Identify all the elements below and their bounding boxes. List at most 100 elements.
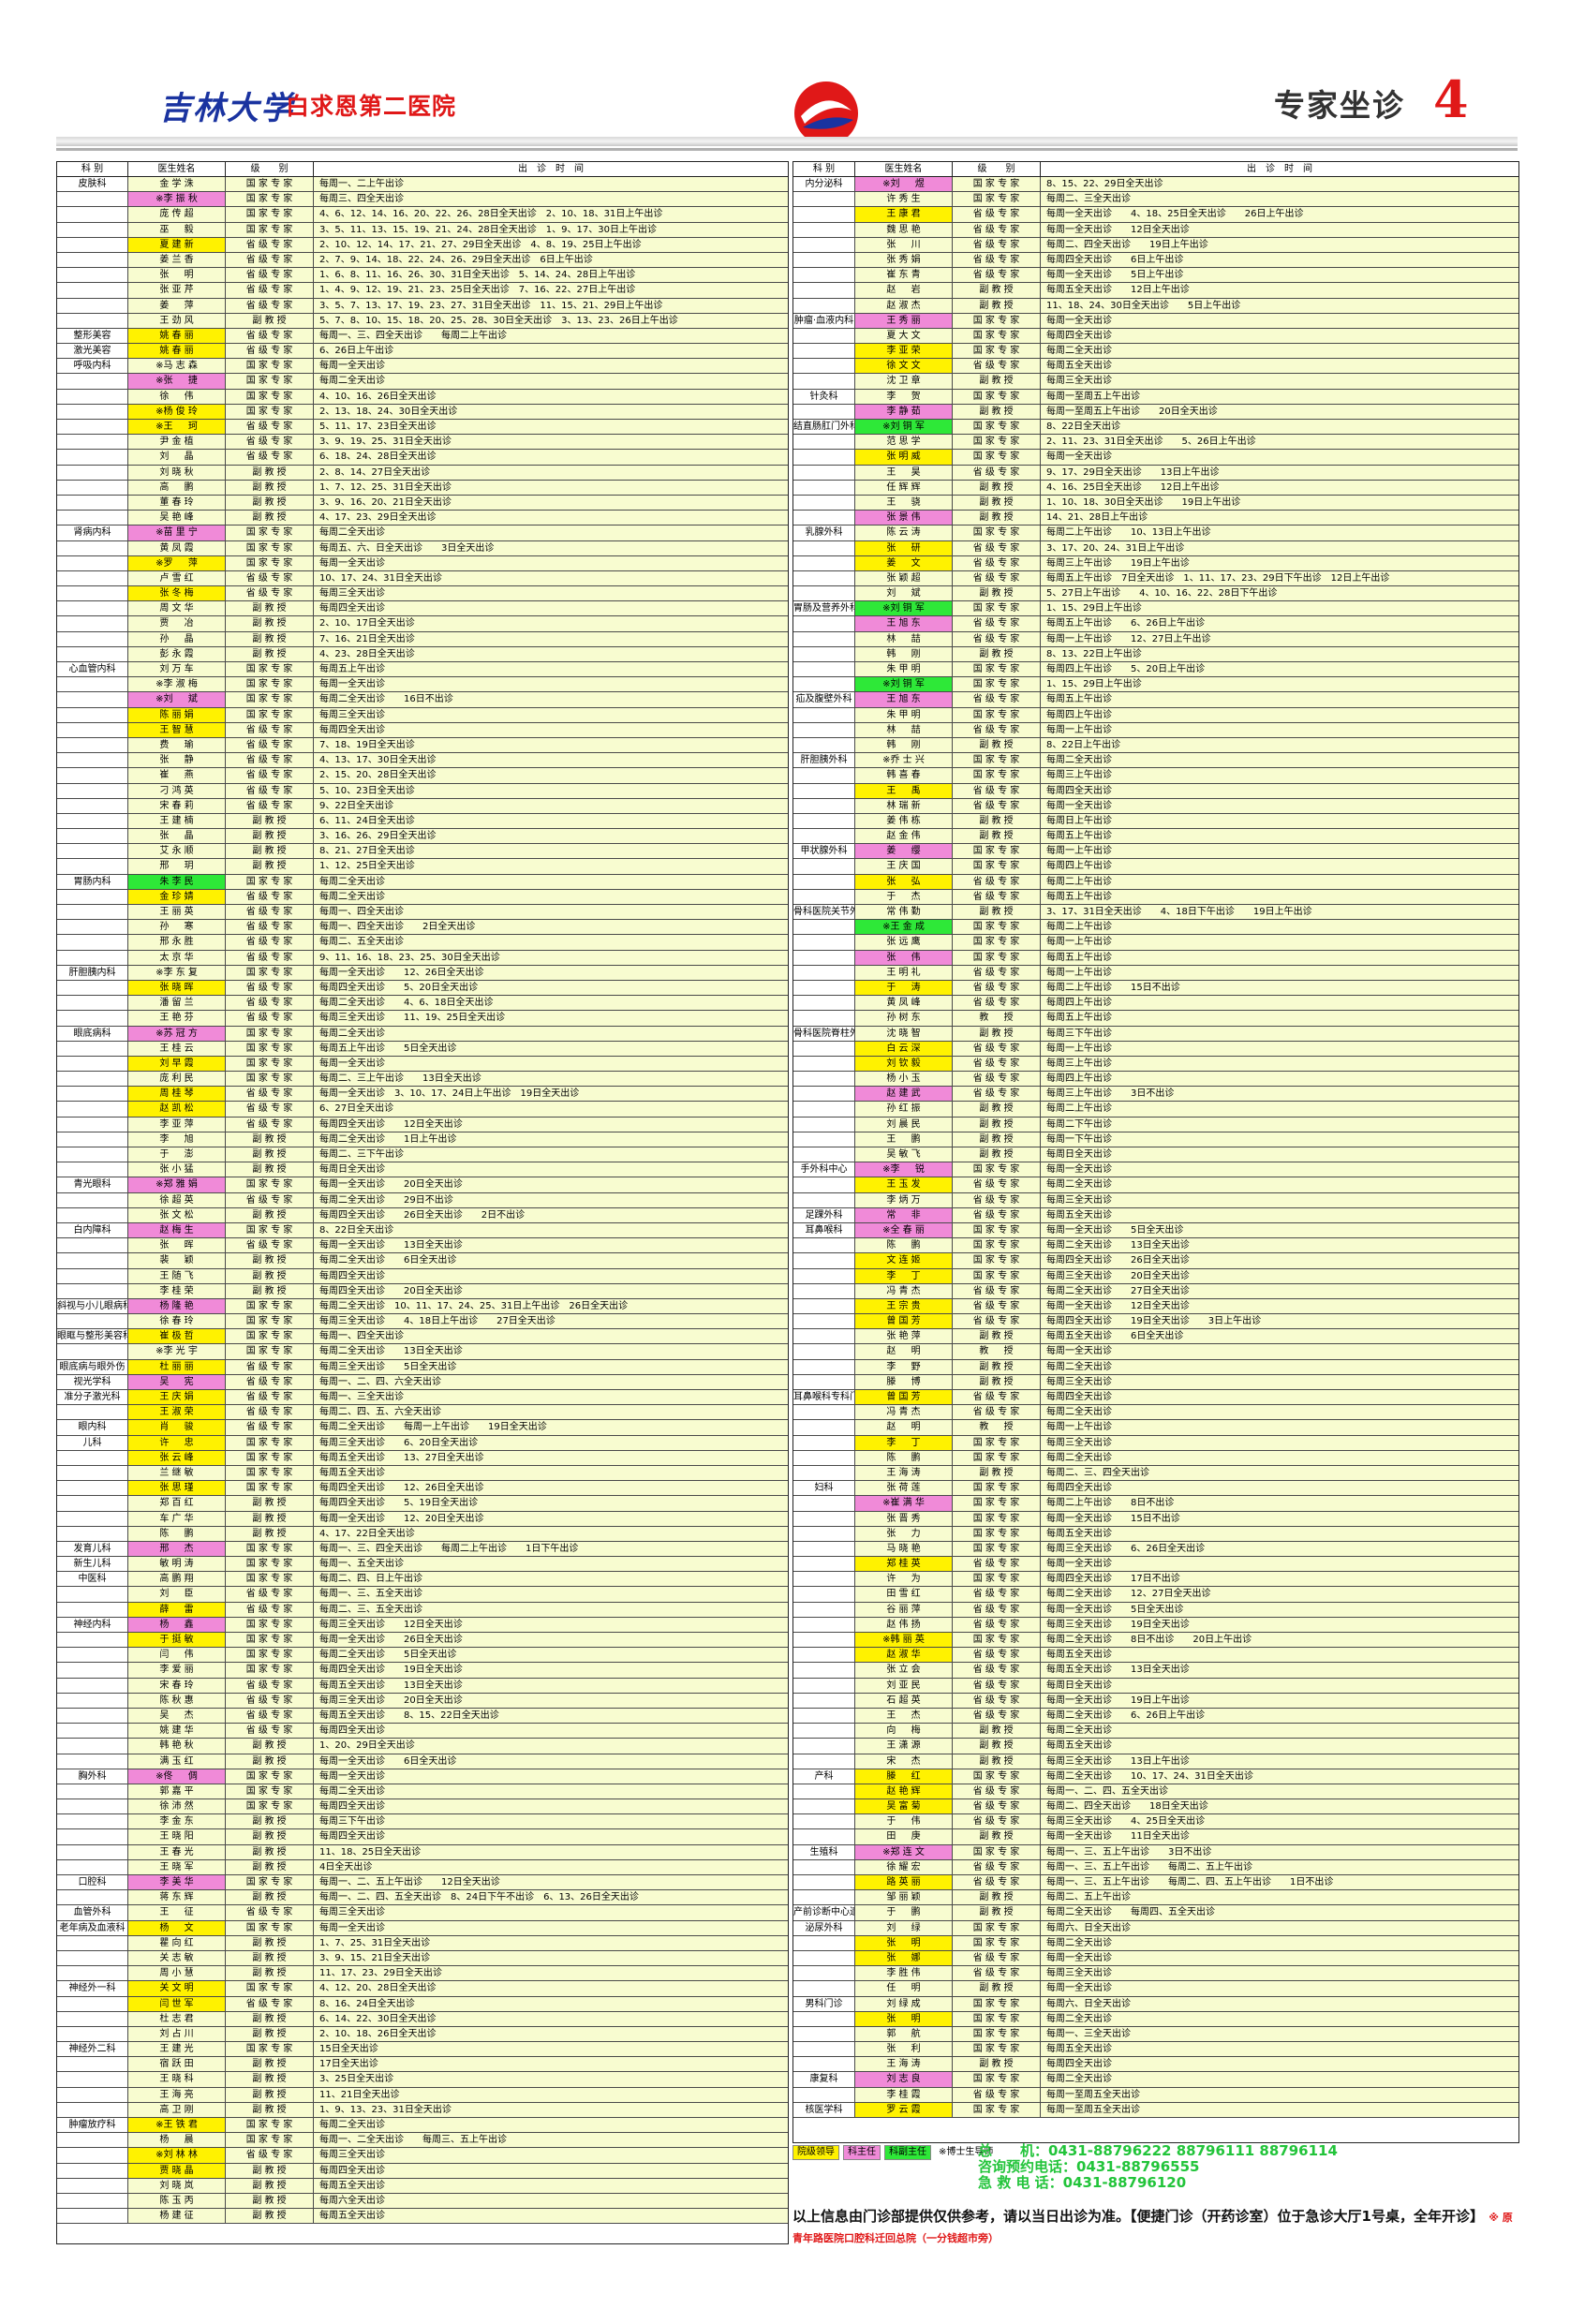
dept-cell xyxy=(57,1708,128,1724)
schedule-time: 每周一上午出诊 xyxy=(1041,722,1518,737)
dept-cell xyxy=(57,1132,128,1147)
schedule-time: 每周二全天出诊 16日不出诊 xyxy=(314,692,788,707)
schedule-time: 每周五上午出诊 xyxy=(1041,829,1518,844)
dept-cell xyxy=(793,1329,855,1344)
doctor-name: 向 梅 xyxy=(855,1724,953,1739)
doctor-name: 杨 隆 艳 xyxy=(128,1298,226,1314)
doctor-level: 国 家 专 家 xyxy=(226,692,314,707)
dept-cell xyxy=(57,1481,128,1496)
table-row: 老年病及血液科杨 文国 家 专 家每周一全天出诊 xyxy=(57,1920,788,1936)
schedule-time: 每周一、四全天出诊 xyxy=(314,1329,788,1344)
table-row: 陈 丽 娟国 家 专 家每周三全天出诊 xyxy=(57,707,788,723)
doctor-level: 省 级 专 家 xyxy=(226,283,314,298)
dept-cell xyxy=(57,1314,128,1329)
table-row: 李 野副 教 授每周二全天出诊 xyxy=(793,1359,1518,1375)
doctor-name: ※刘 煜 xyxy=(855,177,953,192)
schedule-time: 每周一、二、五上午出诊 12日全天出诊 xyxy=(314,1875,788,1890)
table-row: 范 思 学国 家 专 家 2、11、23、31日全天出诊 5、26日上午出诊 xyxy=(793,435,1518,451)
doctor-name: ※张 捷 xyxy=(128,374,226,389)
doctor-level: 副 教 授 xyxy=(226,1511,314,1526)
doctor-level: 国 家 专 家 xyxy=(226,1072,314,1087)
schedule-time: 4日全天出诊 xyxy=(314,1859,788,1874)
table-row: 宋 春 莉省 级 专 家 9、22日全天出诊 xyxy=(57,798,788,814)
doctor-name: 于 澎 xyxy=(128,1147,226,1162)
doctor-name: ※李 锐 xyxy=(855,1162,953,1177)
doctor-name: 王 秀 丽 xyxy=(855,313,953,328)
doctor-name: 王 海 涛 xyxy=(855,1465,953,1481)
doctor-name: 赵 淑 杰 xyxy=(855,298,953,313)
doctor-name: 贾 冶 xyxy=(128,616,226,631)
doctor-name: 王 潇 源 xyxy=(855,1739,953,1754)
schedule-time: 每周二全天出诊 xyxy=(314,874,788,889)
doctor-level: 副 教 授 xyxy=(226,1132,314,1147)
dept-cell xyxy=(793,783,855,798)
schedule-time: 每周二全天出诊 xyxy=(314,889,788,904)
doctor-level: 国 家 专 家 xyxy=(953,2102,1041,2117)
table-row: 康复科刘 志 良国 家 专 家每周二全天出诊 xyxy=(793,2072,1518,2088)
doctor-level: 国 家 专 家 xyxy=(953,1920,1041,1935)
dept-cell xyxy=(57,1526,128,1541)
table-row: 崔 燕省 级 专 家 2、15、20、28日全天出诊 xyxy=(57,768,788,784)
doctor-name: 满 玉 红 xyxy=(128,1754,226,1769)
doctor-level: 国 家 专 家 xyxy=(953,935,1041,950)
dept-cell xyxy=(57,2102,128,2117)
doctor-name: ※李 光 宇 xyxy=(128,1344,226,1359)
table-row: 郑 百 红副 教 授每周四全天出诊 5、19日全天出诊 xyxy=(57,1496,788,1512)
dept-cell xyxy=(793,1678,855,1693)
schedule-time: 每周一全天出诊 xyxy=(1041,450,1518,465)
dept-cell xyxy=(57,844,128,859)
doctor-level: 省 级 专 家 xyxy=(953,1298,1041,1314)
table-row: 张 力国 家 专 家每周五全天出诊 xyxy=(793,1526,1518,1542)
table-row: 陈 鹏副 教 授 4、17、22日全天出诊 xyxy=(57,1526,788,1542)
doctor-name: 孙 红 振 xyxy=(855,1102,953,1117)
table-row: 孙 寒省 级 专 家每周一、四全天出诊 2日全天出诊 xyxy=(57,920,788,936)
doctor-name: 王 海 涛 xyxy=(855,2057,953,2072)
doctor-name: 夏 建 新 xyxy=(128,237,226,252)
table-row: 王 桂 云国 家 专 家每周五上午出诊 5日全天出诊 xyxy=(57,1041,788,1057)
table-row: 李 旭副 教 授每周二全天出诊 1日上午出诊 xyxy=(57,1132,788,1147)
doctor-name: 张 亚 芹 xyxy=(128,283,226,298)
schedule-time: 9、11、16、18、23、25、30日全天出诊 xyxy=(314,950,788,965)
doctor-level: 省 级 专 家 xyxy=(953,540,1041,555)
dept-cell xyxy=(57,207,128,222)
doctor-name: 黄 凤 霞 xyxy=(128,540,226,555)
doctor-level: 省 级 专 家 xyxy=(226,1011,314,1026)
doctor-level: 省 级 专 家 xyxy=(953,222,1041,237)
dept-cell xyxy=(57,1162,128,1177)
dept-cell: 血管外科 xyxy=(57,1905,128,1920)
table-row: ※李 淑 梅国 家 专 家每周一全天出诊 xyxy=(57,677,788,693)
doctor-level: 国 家 专 家 xyxy=(226,525,314,540)
table-row: 夏 建 新省 级 专 家 2、10、12、14、17、21、27、29日全天出诊 … xyxy=(57,237,788,253)
doctor-level: 省 级 专 家 xyxy=(226,722,314,737)
doctor-level: 副 教 授 xyxy=(226,1162,314,1177)
dept-cell xyxy=(57,1754,128,1769)
schedule-time: 8、22日上午出诊 xyxy=(1041,737,1518,753)
schedule-time: 每周二全天出诊 8日不出诊 20日上午出诊 xyxy=(1041,1633,1518,1648)
table-row: 徐 沛 然国 家 专 家每周四全天出诊 xyxy=(57,1799,788,1815)
doctor-level: 国 家 专 家 xyxy=(953,2011,1041,2026)
schedule-time: 1、20、29日全天出诊 xyxy=(314,1739,788,1754)
doctor-level: 国 家 专 家 xyxy=(226,1450,314,1465)
schedule-time: 每周三全天出诊 13日上午出诊 xyxy=(1041,1754,1518,1769)
doctor-level: 省 级 专 家 xyxy=(226,1192,314,1207)
dept-cell xyxy=(793,2026,855,2042)
doctor-level: 省 级 专 家 xyxy=(953,1041,1041,1056)
table-row: 沈 卫 章副 教 授每周三全天出诊 xyxy=(793,374,1518,390)
doctor-name: 刘 亚 民 xyxy=(855,1678,953,1693)
doctor-level: 国 家 专 家 xyxy=(953,1253,1041,1268)
dept-cell xyxy=(57,1996,128,2011)
schedule-time: 每周二全天出诊 每周一上午出诊 19日全天出诊 xyxy=(314,1420,788,1435)
table-row: 神经外一科关 文 明国 家 专 家 4、12、20、28日全天出诊 xyxy=(57,1981,788,1997)
table-row: 于 涛省 级 专 家每周二上午出诊 15日不出诊 xyxy=(793,980,1518,997)
schedule-time: 7、16、21日全天出诊 xyxy=(314,631,788,646)
table-row: 张 思 瑾国 家 专 家每周四全天出诊 12、26日全天出诊 xyxy=(57,1481,788,1497)
dept-cell xyxy=(793,480,855,495)
doctor-level: 省 级 专 家 xyxy=(953,1390,1041,1405)
doctor-name: ※刘 铜 军 xyxy=(855,601,953,616)
dept-cell xyxy=(793,889,855,904)
table-row: 李 桂 荣副 教 授每周四全天出诊 20日全天出诊 xyxy=(57,1283,788,1299)
doctor-level: 省 级 专 家 xyxy=(226,420,314,435)
doctor-name: 宋 杰 xyxy=(855,1754,953,1769)
doctor-name: 韩 刚 xyxy=(855,646,953,661)
table-row: 田 雪 红省 级 专 家每周二全天出诊 12、27日全天出诊 xyxy=(793,1587,1518,1603)
